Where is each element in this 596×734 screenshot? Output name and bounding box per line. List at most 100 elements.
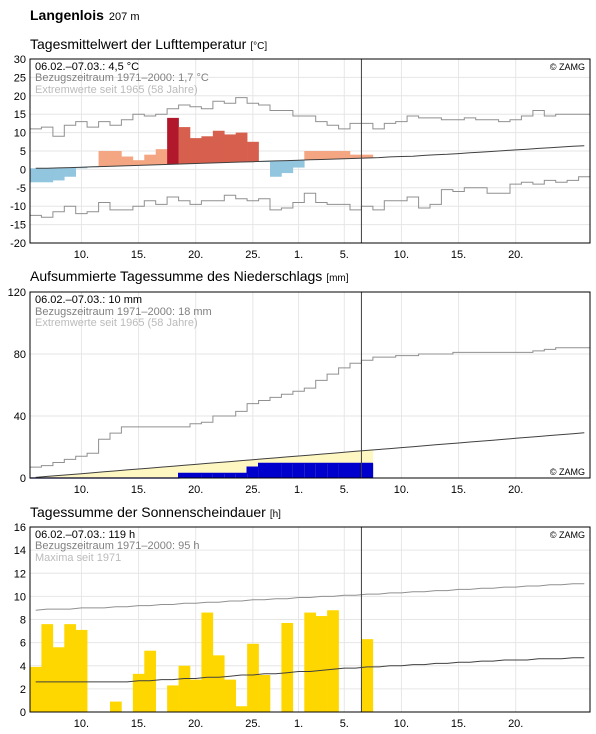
sunshine-x-tick-label: 15.: [131, 718, 146, 729]
temperature-bar: [224, 134, 237, 163]
precipitation-deficit-bar: [190, 464, 202, 478]
sunshine-bar: [212, 655, 225, 712]
sunshine-bar: [190, 679, 202, 712]
sunshine-bar: [224, 679, 237, 712]
temperature-x-tick-label: 20.: [508, 249, 523, 261]
temperature-bar: [247, 141, 259, 162]
precipitation-bar: [350, 463, 362, 478]
temperature-x-tick-label: 10.: [74, 249, 89, 261]
precipitation-deficit-bar: [178, 465, 191, 478]
temperature-bar: [190, 138, 202, 164]
sunshine-bar: [178, 665, 191, 712]
temperature-bar: [52, 167, 65, 181]
temperature-y-tick-label: 0: [20, 164, 26, 176]
precipitation-y-tick-label: 80: [14, 349, 26, 361]
temperature-climate-line: [35, 145, 585, 169]
temp-info-period: 06.02.–07.03.: 4,5 °C: [35, 61, 139, 73]
sunshine-x-tick-label: 15.: [451, 718, 466, 729]
svg-text:Aufsummierte Tagessumme des Ni: Aufsummierte Tagessumme des Niederschlag…: [30, 268, 349, 284]
sun-info-reference: Bezugszeitraum 1971–2000: 95 h: [35, 540, 200, 552]
precipitation-plot-frame: [29, 291, 591, 479]
temperature-x-tick-label: 15.: [131, 249, 146, 261]
temperature-plot-frame: [29, 58, 591, 244]
sunshine-y-tick-label: 16: [14, 522, 26, 534]
temperature-y-tick-label: -5: [16, 183, 26, 195]
precipitation-deficit-bar: [110, 470, 122, 478]
precipitation-x-tick-label: 20.: [508, 484, 523, 496]
precip-info-extremes: Extremwerte seit 1965 (58 Jahre): [35, 317, 198, 329]
sunshine-bar: [304, 612, 317, 712]
precipitation-bar: [212, 473, 225, 478]
precipitation-bar: [327, 463, 339, 478]
temperature-x-tick-label: 25.: [245, 249, 260, 261]
temperature-bar: [304, 151, 317, 160]
temperature-y-tick-label: 30: [14, 54, 26, 66]
temperature-y-tick-label: 5: [20, 146, 26, 158]
temperature-x-tick-label: 1.: [294, 249, 303, 261]
precipitation-bar: [201, 473, 214, 478]
sunshine-y-tick-label: 2: [20, 684, 26, 696]
temperature-y-tick-label: 25: [14, 72, 26, 84]
temperature-bar: [110, 151, 122, 167]
temperature-y-tick-label: 15: [14, 109, 26, 121]
sunshine-bar: [75, 629, 88, 712]
precipitation-bar: [178, 473, 191, 478]
precipitation-deficit-bar: [75, 473, 88, 478]
sunshine-x-tick-label: 5.: [340, 718, 349, 729]
temperature-min-envelope: [30, 176, 590, 218]
temperature-y-tick-label: -20: [10, 238, 26, 250]
temperature-y-tick-label: 20: [14, 91, 26, 103]
temperature-x-tick-label: 15.: [451, 249, 466, 261]
precipitation-bar: [235, 473, 248, 478]
sunshine-bar: [258, 675, 271, 712]
temperature-chart: -20 -15 -10 -5 0 5 10 15 20 25 30 10. 15. 20. 25. 1. 5. 1…: [10, 54, 591, 261]
precipitation-bar: [224, 473, 237, 478]
precipitation-bar: [258, 463, 271, 478]
sunshine-bar: [201, 612, 214, 712]
precipitation-deficit-bar: [132, 469, 145, 478]
temp-panel-title: Tagesmittelwert der Lufttemperatur: [30, 36, 247, 52]
sunshine-bar: [361, 639, 374, 712]
sunshine-bar: [132, 673, 145, 712]
precipitation-max-envelope: [30, 347, 590, 468]
sunshine-x-tick-label: 20.: [508, 718, 523, 729]
temperature-x-tick-label: 20.: [188, 249, 203, 261]
precipitation-bar: [304, 463, 317, 478]
precipitation-bar: [361, 463, 374, 478]
precipitation-bar: [315, 463, 328, 478]
sunshine-bar: [110, 701, 122, 712]
temperature-y-tick-label: 10: [14, 128, 26, 140]
temperature-y-tick-label: -15: [10, 220, 26, 232]
sunshine-y-tick-label: 14: [14, 545, 26, 557]
precip-panel-unit: [mm]: [326, 273, 348, 284]
precip-info-reference: Bezugszeitraum 1971–2000: 18 mm: [35, 306, 212, 318]
temperature-bar: [64, 167, 77, 177]
sunshine-x-tick-label: 10.: [74, 718, 89, 729]
precipitation-deficit-bar: [167, 466, 179, 478]
sunshine-bar: [52, 647, 65, 712]
temperature-bar: [75, 167, 88, 169]
sunshine-bar: [315, 616, 328, 712]
precip-info-period: 06.02.–07.03.: 10 mm: [35, 294, 142, 306]
svg-text:Tagessumme der Sonnenscheindau: Tagessumme der Sonnenscheindauer [h]: [30, 504, 281, 520]
sunshine-y-tick-label: 12: [14, 568, 26, 580]
sunshine-bar: [144, 650, 157, 712]
sun-copyright: © ZAMG: [550, 530, 585, 540]
sunshine-y-tick-label: 8: [20, 615, 26, 627]
sunshine-chart: 0 2 4 6 8 10 12 14 16 10. 15. 20. 25. 1. 5. 10. 15. 20.: [14, 522, 591, 730]
precipitation-x-tick-label: 10.: [74, 484, 89, 496]
sunshine-bar: [30, 666, 42, 712]
sunshine-bar: [247, 643, 259, 712]
sunshine-bar: [41, 624, 54, 712]
sunshine-bar: [64, 624, 77, 712]
precipitation-bar: [190, 473, 202, 478]
precipitation-chart: 0 40 80 120 10. 15. 20. 25. 1. 5. 10. 15. 20.: [8, 287, 591, 496]
sunshine-plot-frame: [29, 526, 591, 713]
precipitation-x-tick-label: 5.: [340, 484, 349, 496]
sunshine-x-tick-label: 1.: [294, 718, 303, 729]
temperature-bar: [144, 154, 157, 165]
precipitation-deficit-bar: [64, 474, 77, 478]
sunshine-y-tick-label: 6: [20, 638, 26, 650]
temperature-bar: [98, 151, 111, 167]
